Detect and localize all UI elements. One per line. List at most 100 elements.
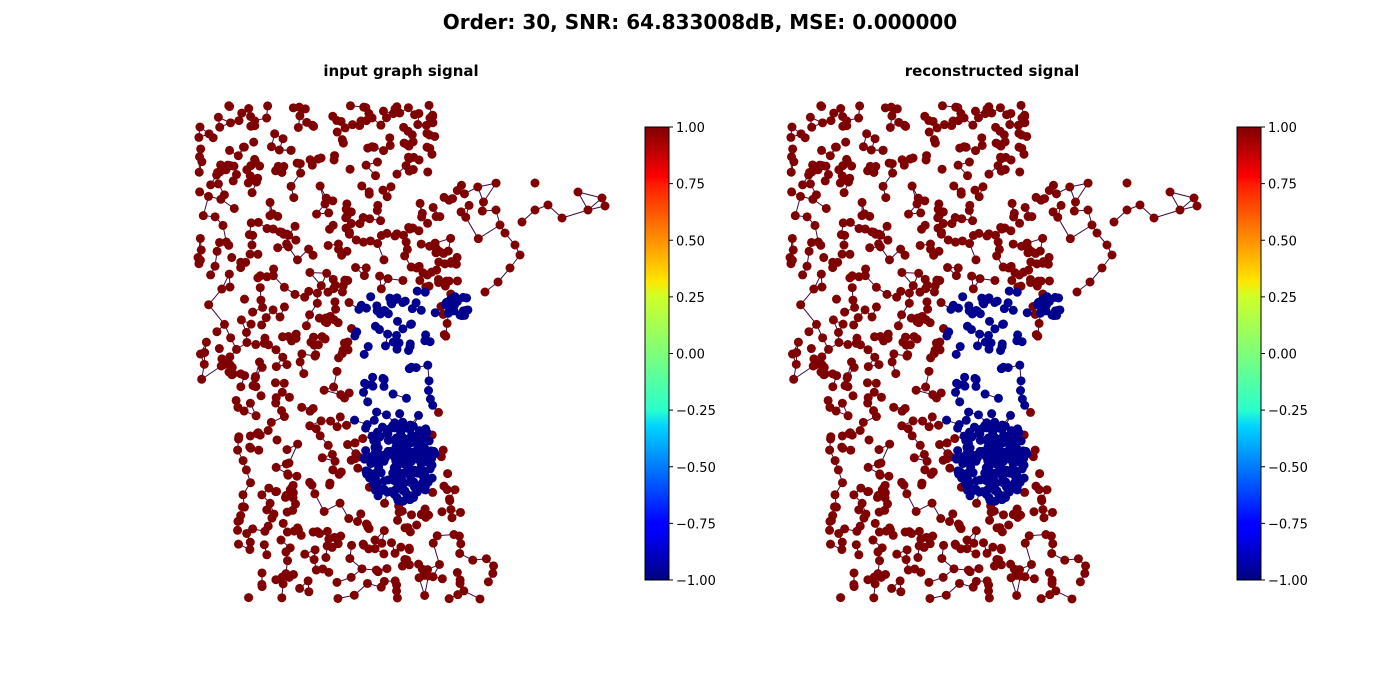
- graph-node-negative: [1010, 435, 1020, 445]
- graph-node-positive: [929, 287, 939, 297]
- graph-node-positive: [805, 112, 815, 122]
- graph-node-positive: [323, 240, 333, 250]
- graph-node-positive: [838, 218, 848, 228]
- graph-node-positive: [212, 327, 222, 337]
- graph-node-positive: [283, 556, 293, 566]
- colorbar-tick-label: −0.75: [1268, 517, 1308, 532]
- graph-node-positive: [259, 540, 269, 550]
- graph-node-positive: [278, 134, 288, 144]
- graph-node-negative: [984, 330, 994, 340]
- graph-node-positive: [336, 116, 346, 126]
- graph-node-positive: [895, 576, 905, 586]
- graph-node-positive: [403, 103, 413, 113]
- graph-node-positive: [346, 455, 356, 465]
- graph-node-positive: [422, 270, 432, 280]
- graph-node-positive: [257, 490, 267, 500]
- graph-node-positive: [855, 101, 865, 111]
- graph-node-positive: [319, 385, 329, 395]
- graph-node-positive: [439, 248, 449, 258]
- graph-node-negative: [383, 429, 393, 439]
- graph-node-negative: [955, 397, 965, 407]
- graph-node-positive: [310, 489, 320, 499]
- colorbar-tick-label: −0.50: [676, 461, 716, 476]
- graph-node-positive: [880, 569, 890, 579]
- graph-node-positive: [204, 129, 214, 139]
- graph-node-positive: [817, 161, 827, 171]
- graph-node-positive: [234, 432, 244, 442]
- graph-node-positive: [816, 367, 826, 377]
- graph-node-positive: [1020, 118, 1030, 128]
- graph-node-negative: [430, 308, 440, 318]
- graph-node-positive: [379, 526, 389, 536]
- graph-node-negative: [981, 452, 991, 462]
- graph-node-positive: [456, 539, 466, 549]
- graph-node-positive: [913, 553, 923, 563]
- graph-node-negative: [1004, 286, 1014, 296]
- graph-node-positive: [195, 233, 205, 243]
- colorbar-tick-label: 0.50: [1268, 234, 1297, 249]
- graph-node-positive: [1048, 207, 1058, 217]
- graph-node-positive: [283, 469, 293, 479]
- graph-node-negative: [371, 446, 381, 456]
- graph-node-positive: [984, 229, 994, 239]
- graph-node-negative: [379, 476, 389, 486]
- graph-node-positive: [935, 275, 945, 285]
- graph-node-positive: [870, 579, 880, 589]
- graph-node-positive: [993, 237, 1003, 247]
- graph-node-negative: [428, 400, 438, 410]
- colorbar-tick-label: −0.25: [676, 404, 716, 419]
- graph-node-positive: [194, 167, 204, 177]
- graph-node-positive: [999, 510, 1009, 520]
- graph-node-positive: [210, 212, 220, 222]
- graph-node-positive: [277, 593, 287, 603]
- graph-node-positive: [359, 271, 369, 281]
- graph-node-positive: [301, 321, 311, 331]
- graph-node-positive: [994, 244, 1004, 254]
- graph-node-positive: [245, 537, 255, 547]
- graph-node-positive: [455, 548, 465, 558]
- graph-node-positive: [197, 157, 207, 167]
- graph-node-positive: [874, 507, 884, 517]
- graph-node-positive: [210, 261, 220, 271]
- graph-node-positive: [1000, 137, 1010, 147]
- graph-node-negative: [365, 473, 375, 483]
- graph-node-positive: [345, 553, 355, 563]
- graph-node-positive: [1067, 594, 1077, 604]
- graph-node-positive: [443, 469, 453, 479]
- graph-node-positive: [925, 593, 935, 603]
- colorbar-tick-label: 0.75: [676, 178, 705, 193]
- graph-node-negative: [1022, 449, 1032, 459]
- graph-node-positive: [869, 406, 879, 416]
- graph-node-positive: [871, 302, 881, 312]
- graph-node-positive: [841, 137, 851, 147]
- graph-node-positive: [823, 395, 833, 405]
- graph-node-positive: [914, 526, 924, 536]
- graph-node-positive: [865, 211, 875, 221]
- graph-node-positive: [287, 483, 297, 493]
- graph-node-positive: [330, 456, 340, 466]
- graph-node-positive: [965, 567, 975, 577]
- graph-node-positive: [271, 345, 281, 355]
- graph-node-negative: [424, 376, 434, 386]
- graph-node-positive: [870, 332, 880, 342]
- graph-node-negative: [374, 325, 384, 335]
- graph-node-positive: [1092, 228, 1102, 238]
- graph-node-positive: [423, 167, 433, 177]
- graph-node-positive: [876, 230, 886, 240]
- graph-node-positive: [444, 494, 454, 504]
- graph-node-positive: [856, 483, 866, 493]
- graph-node-negative: [1018, 459, 1028, 469]
- graph-node-negative: [953, 303, 963, 313]
- graph-node-positive: [934, 199, 944, 209]
- graph-node-positive: [881, 193, 891, 203]
- graph-node-positive: [428, 118, 438, 128]
- graph-node-positive: [226, 333, 236, 343]
- graph-node-positive: [322, 526, 332, 536]
- graph-node-positive: [416, 239, 426, 249]
- graph-node-positive: [404, 545, 414, 555]
- graph-node-negative: [1012, 287, 1022, 297]
- graph-node-positive: [403, 152, 413, 162]
- graph-node-positive: [439, 192, 449, 202]
- graph-node-positive: [956, 189, 966, 199]
- graph-node-positive: [295, 583, 305, 593]
